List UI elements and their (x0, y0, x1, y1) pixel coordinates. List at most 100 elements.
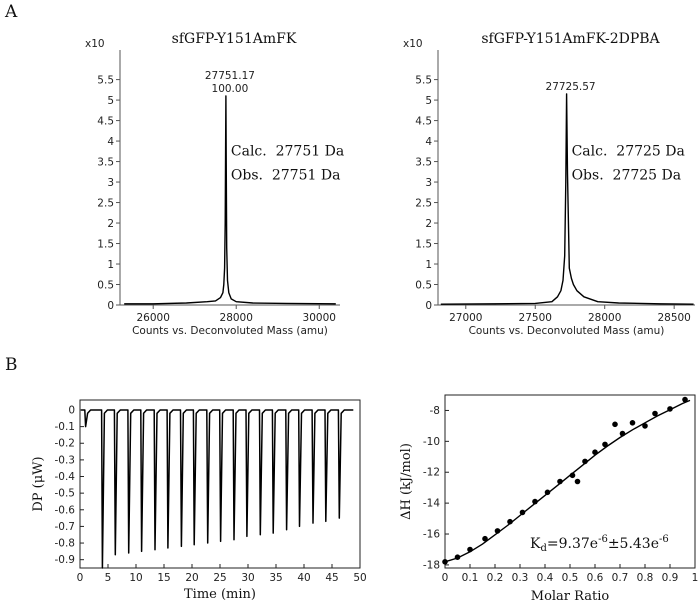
data-point (482, 535, 488, 542)
y-tick-label: -14 (423, 498, 440, 510)
mass-spectrum-2: 0 0.5 1 1.5 2 2.5 3 3.5 4 4.5 5 5.5 27000 27500 28000 2… (403, 31, 695, 337)
y-tick-label: -0.5 (55, 488, 76, 500)
data-point (582, 458, 588, 465)
x-tick-label: 28500 (657, 312, 690, 324)
x-tick-label: 27500 (519, 312, 552, 324)
data-point (652, 410, 658, 417)
x-axis-label: Counts vs. Deconvoluted Mass (amu) (469, 325, 665, 337)
x-tick-label: 27000 (449, 312, 482, 324)
x-tick-label: 5 (105, 572, 112, 584)
y-tick-label: 3 (425, 177, 432, 189)
x-tick-label: 35 (269, 572, 282, 584)
x-tick-label: 0.3 (512, 572, 529, 584)
data-point (519, 509, 526, 516)
x-tick-label: 0 (77, 572, 84, 584)
data-point (629, 420, 636, 426)
y-tick-label: -0.3 (55, 454, 76, 466)
y-tick-label: 2 (107, 218, 114, 230)
kd-subscript: d (540, 543, 547, 554)
kd-exponent-2: -6 (659, 534, 669, 545)
x-tick-label: 25 (213, 572, 226, 584)
peak-intensity-label: 100.00 (212, 83, 249, 95)
kd-annotation: Kd=9.37e-6±5.43e-6 (530, 534, 669, 554)
y-tick-label: 5.5 (415, 75, 432, 87)
y-tick-label: 5 (107, 95, 114, 107)
y-tick-label: -0.8 (55, 538, 76, 550)
peak-mass-label: 27725.57 (546, 81, 596, 93)
mass-spectrum-1: 0 0.5 1 1.5 2 2.5 3 3.5 4 4.5 5 5.5 26000 28000 30000 x… (85, 31, 344, 337)
kd-error: ±5.43e (608, 536, 659, 552)
y-tick-label: -12 (423, 467, 440, 479)
observed-mass-annotation: Obs. 27725 Da (572, 167, 682, 183)
y-tick-label: 1.5 (415, 239, 432, 251)
x-tick-label: 0.5 (562, 572, 579, 584)
y-tick-label: -0.2 (55, 438, 76, 450)
spectrum-trace (440, 93, 694, 305)
y-tick-label: -8 (430, 405, 440, 417)
x-tick-label: 0.2 (487, 572, 504, 584)
y-tick-label: 5 (425, 95, 432, 107)
x-tick-label: 0.4 (537, 572, 554, 584)
x-tick-label: 1 (692, 572, 699, 584)
kd-exponent-1: -6 (598, 534, 608, 545)
thermogram-trace (81, 409, 354, 569)
y-tick-label: 0 (107, 300, 114, 312)
chart-title: sfGFP-Y151AmFK-2DPBA (481, 31, 660, 47)
x-tick-label: 0.8 (637, 572, 654, 584)
y-scale-label: x10 (85, 38, 105, 50)
y-tick-label: 0.5 (415, 280, 432, 292)
data-point (642, 423, 648, 429)
spectrum-trace (124, 95, 336, 305)
kd-prefix: K (530, 536, 541, 552)
x-tick-label: 30000 (303, 312, 336, 324)
x-tick-label: 45 (325, 572, 338, 584)
y-tick-label: 4 (107, 136, 114, 148)
y-tick-label: -0.4 (55, 471, 76, 483)
data-point (569, 472, 576, 479)
y-tick-label: -0.1 (55, 421, 76, 433)
y-tick-label: -0.7 (55, 521, 76, 533)
data-point (574, 478, 581, 485)
data-point (612, 421, 618, 428)
panel-letter-a: A (5, 2, 18, 22)
x-tick-label: 28000 (220, 312, 253, 324)
y-tick-label: 1 (107, 259, 114, 271)
x-tick-label: 50 (353, 572, 366, 584)
observed-mass-annotation: Obs. 27751 Da (231, 167, 341, 183)
x-tick-label: 10 (129, 572, 142, 584)
y-tick-label: 0 (425, 300, 432, 312)
y-axis-label: DP (μW) (31, 456, 46, 511)
x-tick-label: 0.9 (662, 572, 679, 584)
data-point (442, 559, 448, 565)
data-point (619, 430, 626, 437)
y-tick-label: 4 (425, 136, 432, 148)
calculated-mass-annotation: Calc. 27751 Da (231, 143, 344, 159)
x-tick-label: 30 (241, 572, 254, 584)
y-tick-label: -0.9 (55, 554, 76, 566)
y-tick-label: 4.5 (97, 116, 114, 128)
y-tick-label: 2.5 (97, 198, 114, 210)
peak-mass-label: 27751.17 (205, 70, 255, 82)
y-tick-label: 5.5 (97, 75, 114, 87)
data-point (682, 396, 688, 403)
x-tick-label: 15 (157, 572, 170, 584)
kd-value: =9.37e (547, 536, 598, 552)
x-tick-label: 0.7 (612, 572, 629, 584)
y-tick-label: 3.5 (415, 157, 432, 169)
data-point (557, 478, 563, 485)
x-tick-label: 0 (442, 572, 449, 584)
x-tick-label: 20 (185, 572, 198, 584)
y-tick-label: 4.5 (415, 116, 432, 128)
itc-raw-thermogram: 0-0.1-0.2-0.3-0.4-0.5-0.6-0.7-0.8-0.90 5 1… (31, 399, 367, 602)
x-axis-label: Time (min) (184, 587, 256, 602)
panel-letter-b: B (5, 355, 18, 375)
y-tick-label: -16 (423, 529, 440, 541)
x-axis-label: Counts vs. Deconvoluted Mass (amu) (132, 325, 328, 337)
y-tick-label: 0.5 (97, 280, 114, 292)
data-point (494, 528, 501, 534)
data-point (507, 518, 513, 525)
y-tick-label: 1 (425, 259, 432, 271)
x-tick-label: 28000 (588, 312, 621, 324)
x-tick-label: 26000 (137, 312, 170, 324)
